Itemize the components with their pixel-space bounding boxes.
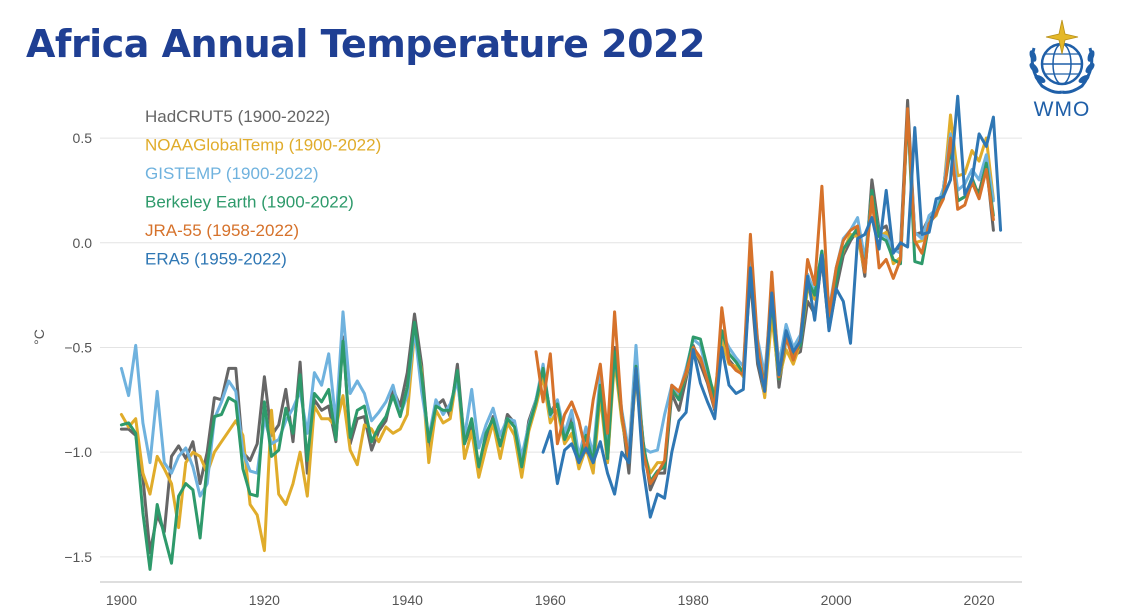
- y-tick-label: 0.0: [73, 235, 93, 251]
- axes: 0.5 0.0 −0.5 −1.0 −1.5 1900 1920 1940 1960 1980 20…: [31, 130, 1022, 608]
- legend-entry: Berkeley Earth (1900-2022): [145, 193, 354, 212]
- x-tick-label: 1900: [106, 592, 137, 608]
- legend-entry: GISTEMP (1900-2022): [145, 164, 319, 183]
- legend: HadCRUT5 (1900-2022) NOAAGlobalTemp (1900…: [145, 107, 381, 269]
- y-tick-label: −0.5: [64, 339, 92, 355]
- y-tick-label: 0.5: [73, 130, 93, 146]
- y-tick-label: −1.0: [64, 444, 92, 460]
- x-tick-label: 1980: [678, 592, 709, 608]
- page-title: Africa Annual Temperature 2022: [26, 22, 705, 66]
- legend-entry: JRA-55 (1958-2022): [145, 221, 299, 240]
- series-line-3: [119, 109, 995, 571]
- wmo-emblem-icon: [1029, 19, 1095, 94]
- legend-entry: ERA5 (1959-2022): [145, 250, 287, 269]
- x-tick-label: 1940: [392, 592, 423, 608]
- x-tick-label: 1960: [535, 592, 566, 608]
- series-lines: [119, 94, 1003, 571]
- wmo-logo: WMO: [1020, 18, 1104, 128]
- wmo-logo-text: WMO: [1033, 98, 1091, 121]
- x-tick-label: 2020: [964, 592, 995, 608]
- x-tick-label: 2000: [821, 592, 852, 608]
- legend-entry: HadCRUT5 (1900-2022): [145, 107, 330, 126]
- legend-entry: NOAAGlobalTemp (1900-2022): [145, 136, 381, 155]
- series-line-5: [541, 94, 1003, 519]
- y-axis-label: °C: [31, 329, 47, 345]
- y-tick-label: −1.5: [64, 549, 92, 565]
- x-tick-label: 1920: [249, 592, 280, 608]
